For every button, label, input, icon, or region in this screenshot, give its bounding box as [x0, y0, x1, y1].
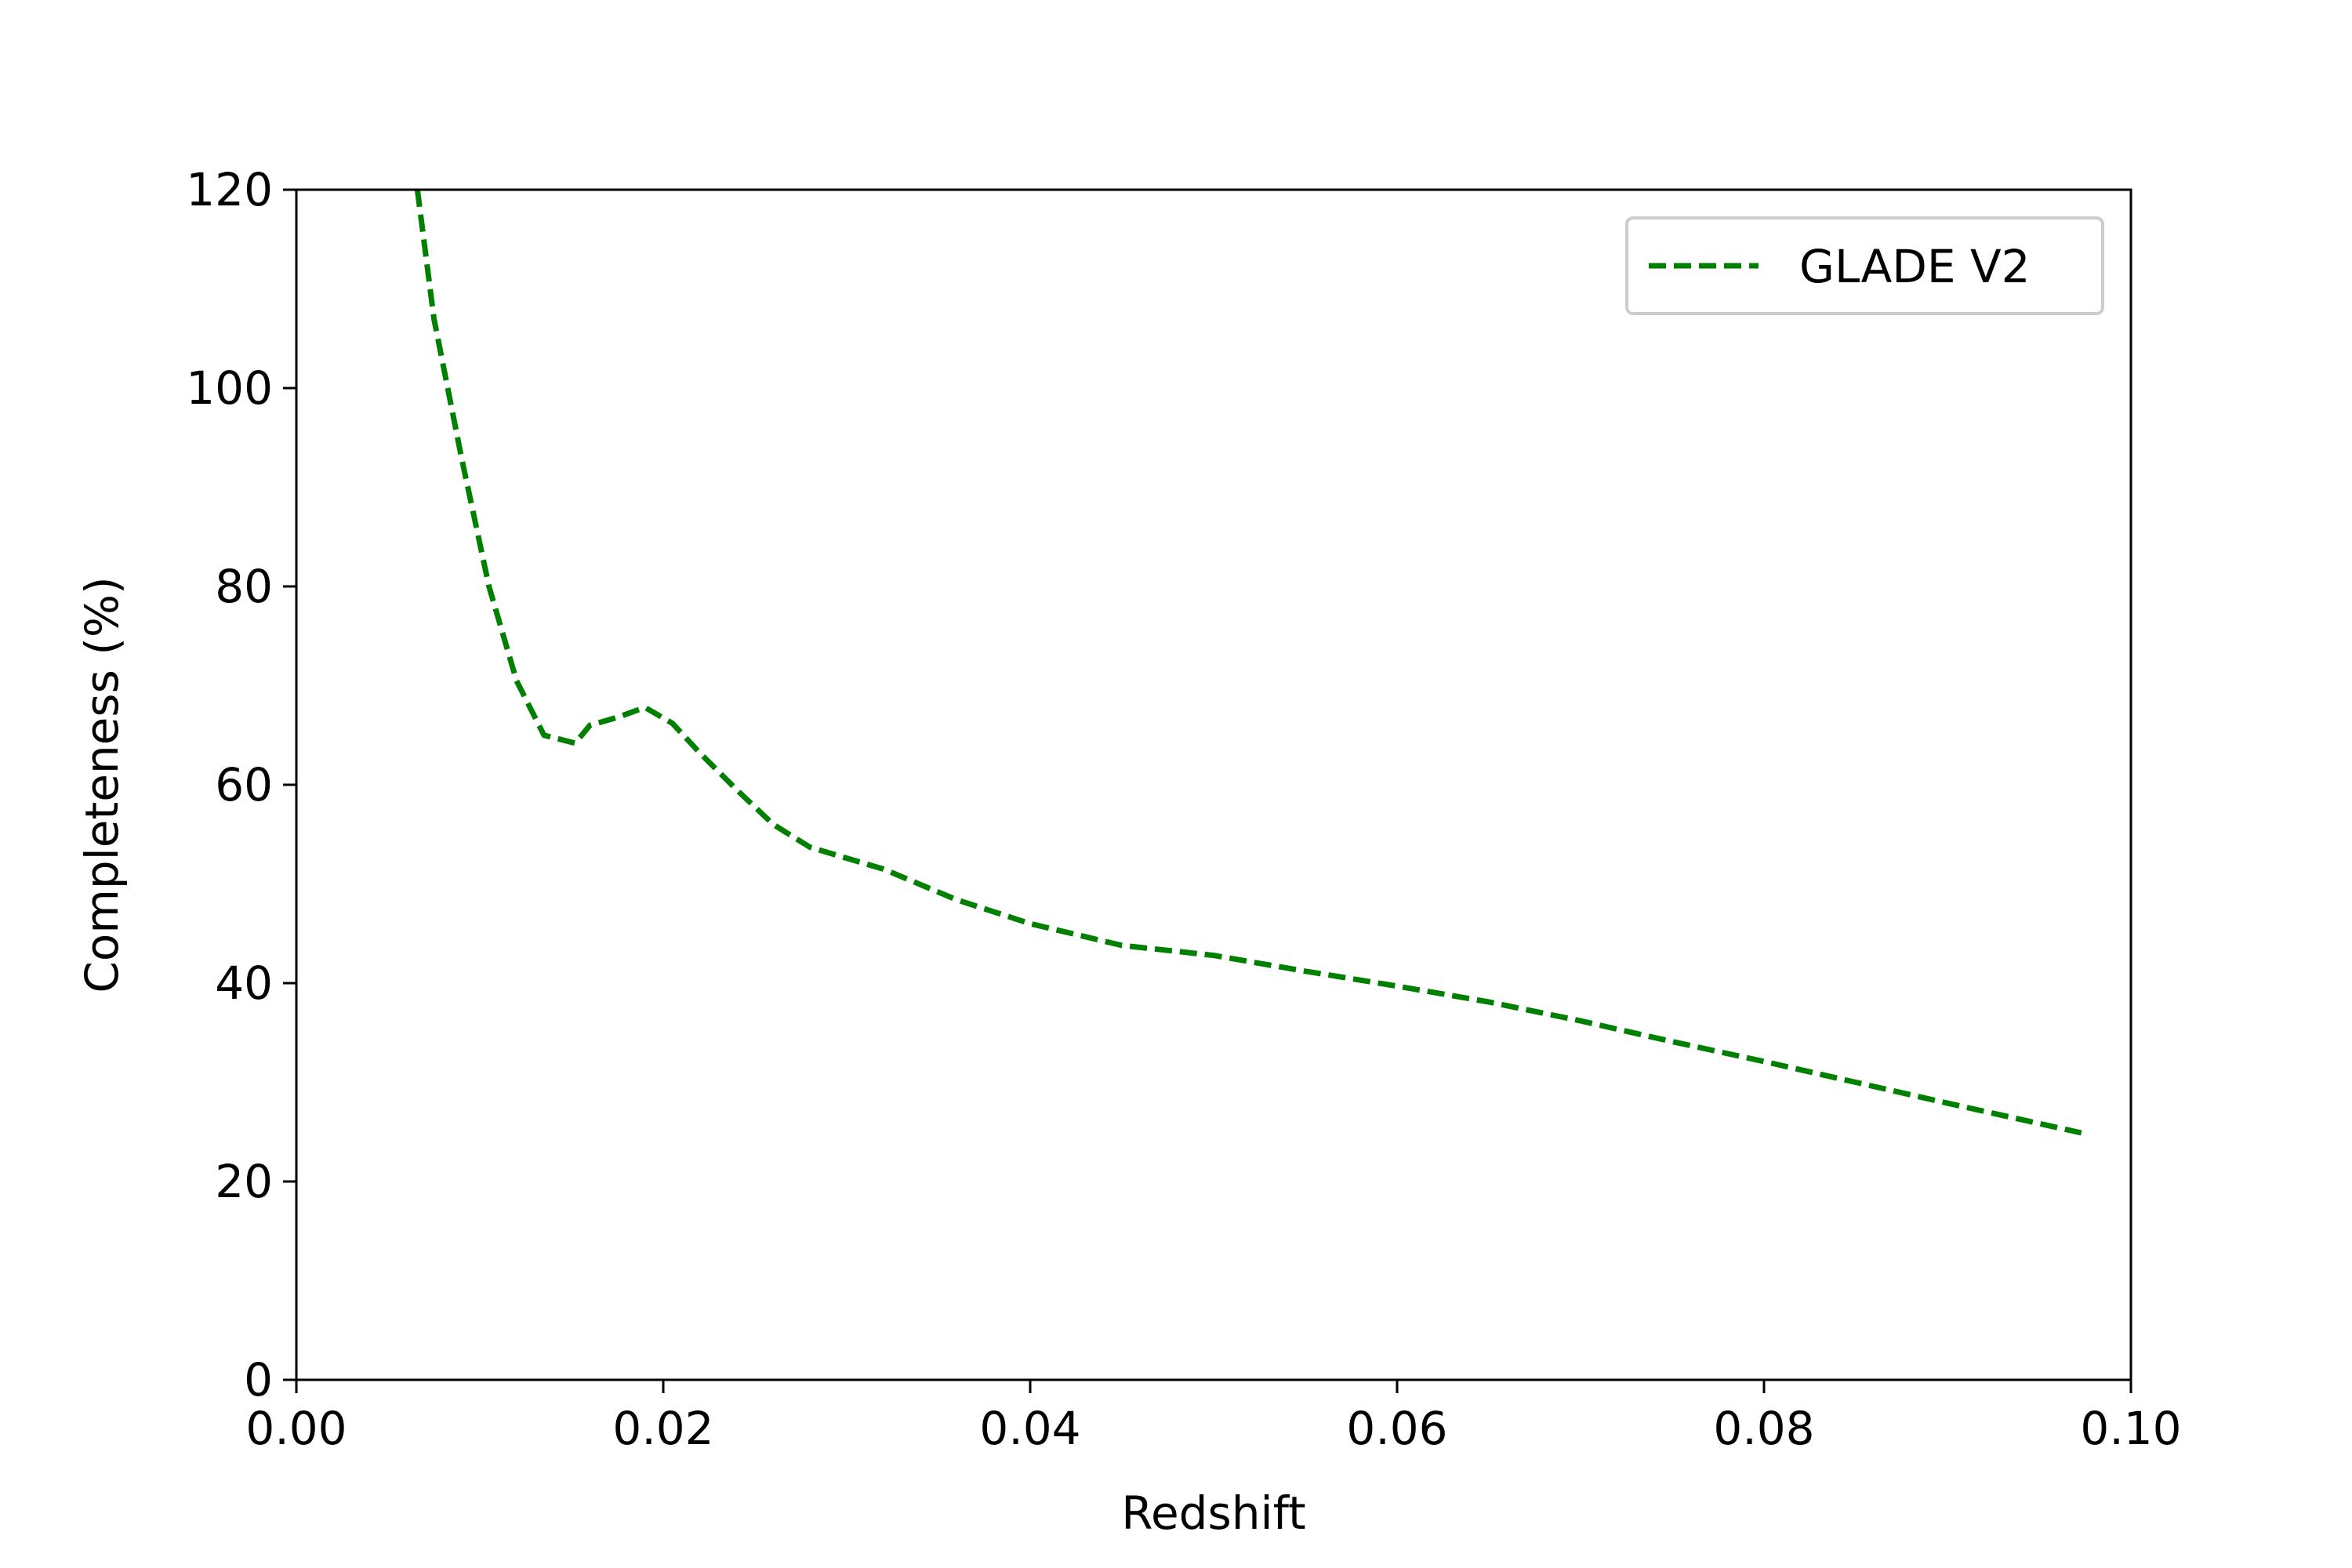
- plot-layer: [414, 190, 2082, 1136]
- legend-label-glade-v2: GLADE V2: [1799, 240, 2031, 293]
- legend-box: [1625, 216, 2104, 315]
- y-tick-label: 40: [215, 956, 273, 1010]
- y-tick-label: 120: [186, 163, 273, 216]
- x-tick-label: 0.02: [612, 1402, 713, 1455]
- y-tick-label: 80: [215, 560, 273, 613]
- x-axis-label: Redshift: [1121, 1486, 1305, 1540]
- legend: GLADE V2: [1625, 216, 2104, 315]
- x-tick-label: 0.08: [1713, 1402, 1814, 1455]
- y-tick-label: 60: [215, 758, 273, 811]
- axes-frame: [295, 188, 2132, 1381]
- x-tick-label: 0.04: [979, 1402, 1080, 1455]
- x-tick-label: 0.10: [2080, 1402, 2181, 1455]
- y-axis-label: Completeness (%): [75, 576, 129, 993]
- y-tick-label: 20: [215, 1155, 273, 1208]
- ticks-layer: 0.00 0.02 0.04 0.06 0.08 0.10 0 20 40 60 80 100 120: [186, 163, 2181, 1455]
- y-tick-label: 100: [186, 361, 273, 415]
- x-tick-label: 0.06: [1346, 1402, 1447, 1455]
- series-line-glade-v2: [414, 190, 2082, 1136]
- y-tick-label: 0: [244, 1353, 273, 1406]
- x-tick-label: 0.00: [245, 1402, 347, 1455]
